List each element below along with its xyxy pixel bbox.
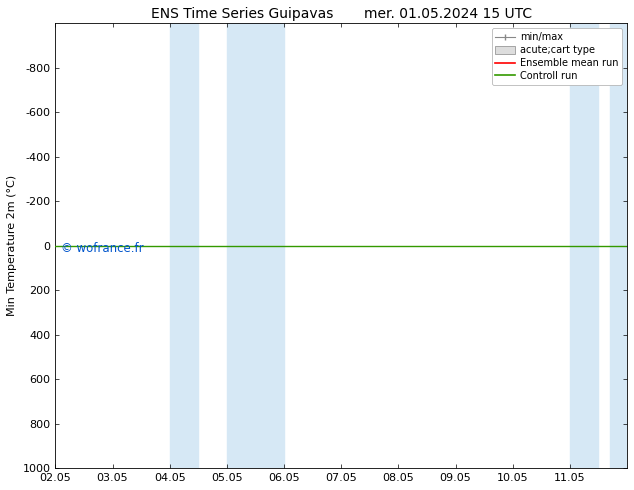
Title: ENS Time Series Guipavas       mer. 01.05.2024 15 UTC: ENS Time Series Guipavas mer. 01.05.2024… bbox=[151, 7, 532, 21]
Legend: min/max, acute;cart type, Ensemble mean run, Controll run: min/max, acute;cart type, Ensemble mean … bbox=[491, 28, 622, 85]
Y-axis label: Min Temperature 2m (°C): Min Temperature 2m (°C) bbox=[7, 175, 17, 317]
Bar bbox=[570, 24, 598, 468]
Bar bbox=[227, 24, 284, 468]
Text: © wofrance.fr: © wofrance.fr bbox=[61, 242, 144, 255]
Bar bbox=[170, 24, 198, 468]
Bar bbox=[610, 24, 634, 468]
